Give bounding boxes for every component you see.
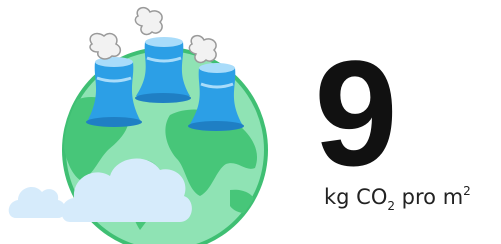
unit-middle: pro m [395, 185, 463, 209]
unit-subscript: 2 [387, 199, 395, 213]
globe-illustration [0, 0, 300, 244]
page: {"value": 9, "unit": {"prefix": "kg CO",… [0, 0, 501, 244]
unit-label: kg CO2 pro m2 [324, 185, 471, 209]
unit-superscript: 2 [463, 184, 471, 198]
big-number: 9 [306, 38, 406, 188]
unit-prefix: kg CO [324, 185, 387, 209]
